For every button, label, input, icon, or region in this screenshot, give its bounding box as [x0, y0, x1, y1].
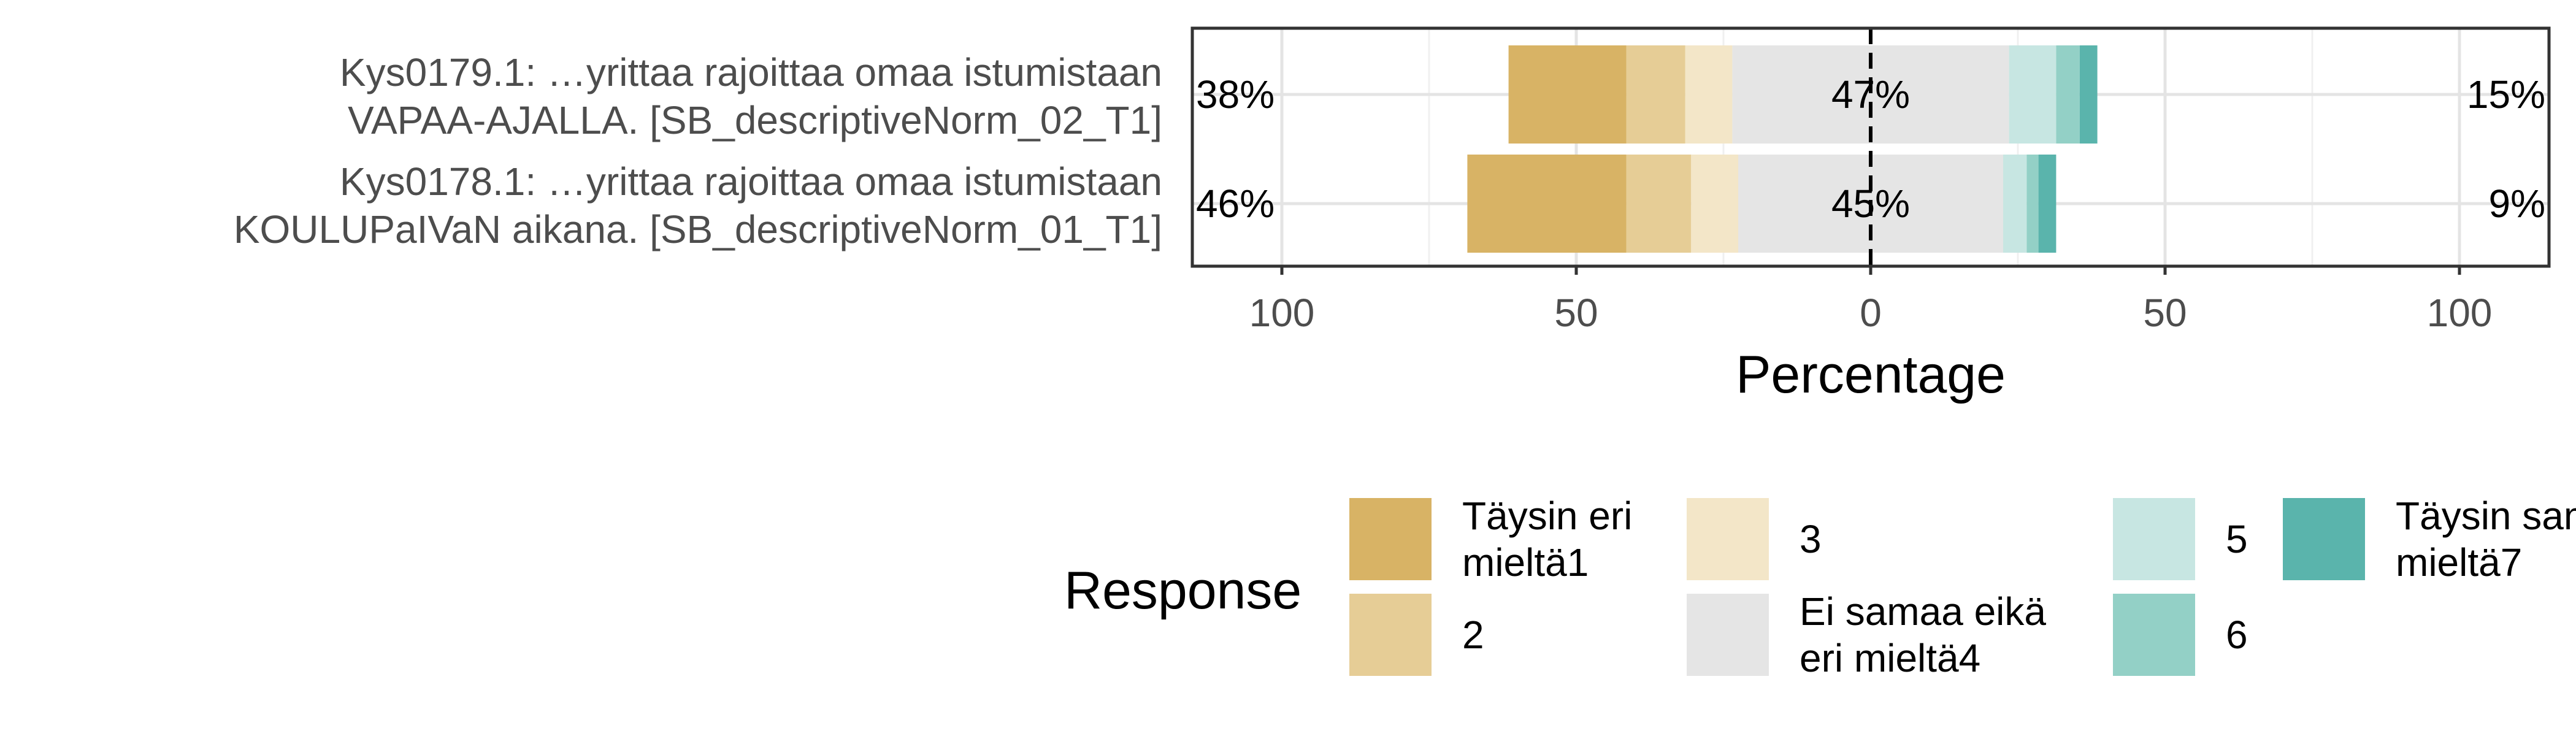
legend-key — [1349, 498, 1432, 580]
bar-1-series-2 — [1691, 155, 1738, 253]
pct-label-neutral: 45% — [1831, 182, 1910, 226]
legend-key — [1687, 498, 1769, 580]
legend-key — [1687, 594, 1769, 676]
bar-0-series-4 — [2009, 45, 2057, 144]
category-label: Kys0179.1: …yrittaa rajoittaa omaa istum… — [340, 50, 1162, 142]
legend-title: Response — [1064, 561, 1301, 620]
category-label-line: KOULUPaIVaN aikana. [SB_descriptiveNorm_… — [234, 207, 1162, 251]
bar-0-series-6 — [2079, 45, 2098, 144]
x-tick-label: 50 — [1554, 291, 1598, 335]
category-label-line: Kys0179.1: …yrittaa rajoittaa omaa istum… — [340, 50, 1162, 94]
x-tick-label: 100 — [1249, 291, 1315, 335]
legend-key — [2113, 594, 2195, 676]
legend-key — [2113, 498, 2195, 580]
legend-label: 2 — [1462, 613, 1484, 657]
legend-label: Ei samaa eikä eri mieltä4 — [1800, 589, 2046, 680]
pct-label-high: 15% — [2467, 72, 2545, 117]
pct-label-high: 9% — [2489, 182, 2546, 226]
category-label-line: Kys0178.1: …yrittaa rajoittaa omaa istum… — [340, 159, 1162, 204]
x-tick-label: 100 — [2427, 291, 2493, 335]
legend-label: 6 — [2226, 613, 2248, 657]
legend-label-line: Ei samaa eikä — [1800, 589, 2046, 634]
bar-1-series-4 — [2003, 155, 2027, 253]
bar-0-series-5 — [2056, 45, 2080, 144]
legend-label-line: 2 — [1462, 613, 1484, 657]
legend-label-line: 3 — [1800, 517, 1822, 561]
legend-label: Täysin samaamieltä7 — [2396, 494, 2576, 585]
legend-label-line: Täysin samaa — [2396, 494, 2576, 538]
bar-0-series-1 — [1626, 45, 1685, 144]
legend-label-line: 6 — [2226, 613, 2248, 657]
x-axis-title: Percentage — [1736, 345, 2006, 404]
legend-label-line: eri mieltä4 — [1800, 636, 1980, 680]
bar-1-series-5 — [2026, 155, 2039, 253]
bar-0-series-0 — [1508, 45, 1627, 144]
legend-label: 5 — [2226, 517, 2248, 561]
pct-label-low: 38% — [1196, 72, 1275, 117]
x-tick-label: 50 — [2143, 291, 2187, 335]
bar-1-series-1 — [1626, 155, 1692, 253]
legend-label-line: Täysin eri — [1462, 494, 1632, 538]
legend-label-line: 5 — [2226, 517, 2248, 561]
category-label-line: VAPAA-AJALLA. [SB_descriptiveNorm_02_T1] — [348, 98, 1162, 142]
x-tick-label: 0 — [1860, 291, 1882, 335]
category-label: Kys0178.1: …yrittaa rajoittaa omaa istum… — [234, 159, 1162, 251]
bar-1-series-0 — [1467, 155, 1627, 253]
pct-label-neutral: 47% — [1831, 72, 1910, 117]
legend-label: Täysin eri mieltä1 — [1462, 494, 1632, 585]
legend-key — [2283, 498, 2365, 580]
legend-key — [1349, 594, 1432, 676]
legend-label-line: mieltä1 — [1462, 540, 1589, 585]
legend-label: 3 — [1800, 517, 1822, 561]
bar-0-series-2 — [1685, 45, 1733, 144]
legend-label-line: mieltä7 — [2396, 540, 2522, 585]
bar-1-series-6 — [2038, 155, 2057, 253]
pct-label-low: 46% — [1196, 182, 1275, 226]
